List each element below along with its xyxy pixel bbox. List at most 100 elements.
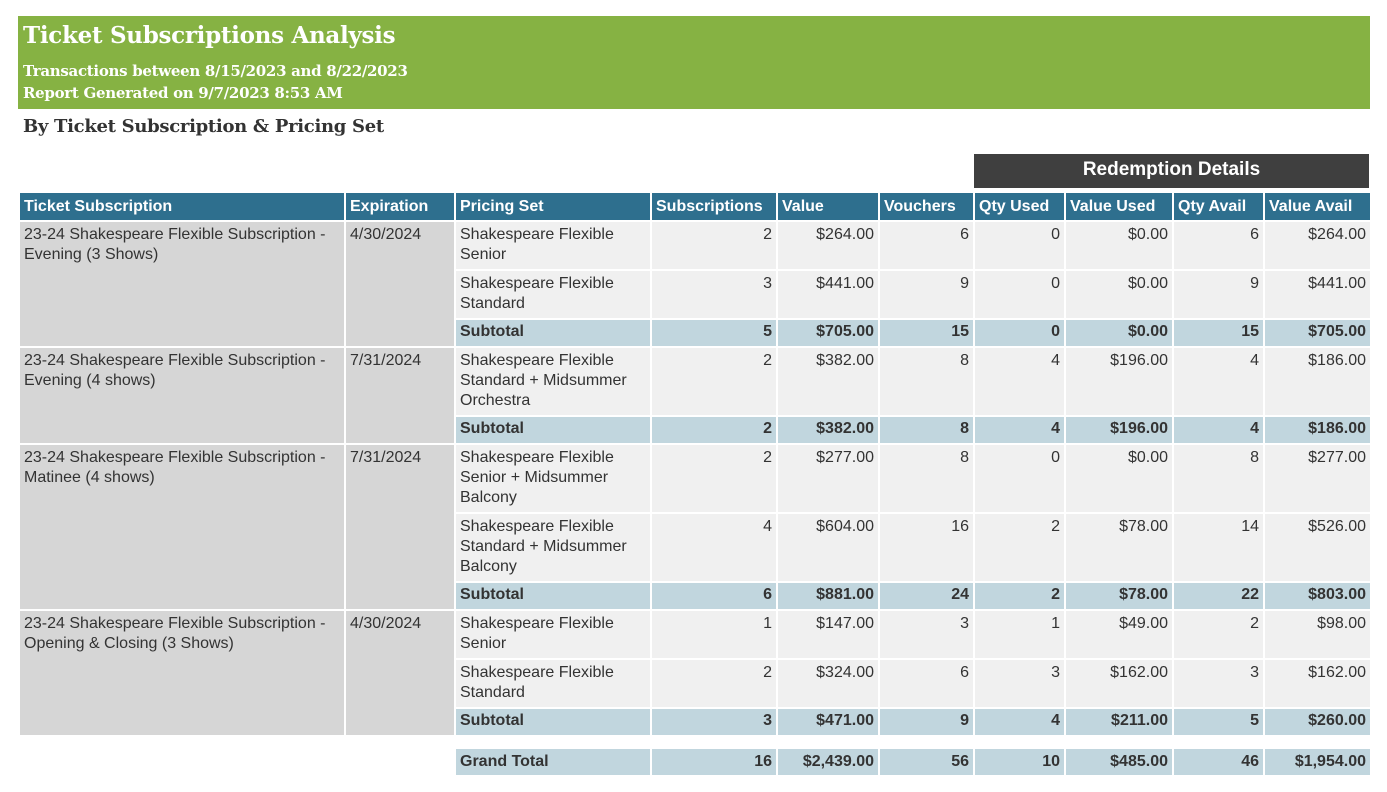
value-used: $49.00: [1064, 609, 1174, 660]
value-used: $162.00: [1064, 658, 1174, 709]
table-row: 23-24 Shakespeare Flexible Subscription …: [18, 443, 1372, 611]
col-value-avail: Value Avail: [1263, 191, 1372, 222]
subtotal-qty-avail: 5: [1172, 707, 1265, 737]
qty-used: 0: [973, 269, 1066, 320]
table-header-row: Ticket Subscription Expiration Pricing S…: [18, 191, 1372, 222]
value-avail: $98.00: [1263, 609, 1372, 660]
table-row: 23-24 Shakespeare Flexible Subscription …: [18, 220, 1372, 348]
value-avail: $277.00: [1263, 443, 1372, 514]
table-row: 23-24 Shakespeare Flexible Subscription …: [18, 346, 1372, 445]
pricing-set: Shakespeare Flexible Senior: [454, 609, 652, 660]
value: $441.00: [776, 269, 880, 320]
value: $277.00: [776, 443, 880, 514]
grand-total-blank: [19, 748, 455, 776]
grand-total-label: Grand Total: [454, 747, 652, 777]
qty-avail: 14: [1172, 512, 1265, 583]
value-avail: $186.00: [1263, 346, 1372, 417]
redemption-details-header: Redemption Details: [974, 154, 1369, 188]
subtotal-row: Subtotal 5 $705.00 15 0 $0.00 15 $705.00: [19, 318, 1372, 348]
report-header-banner: Ticket Subscriptions Analysis Transactio…: [18, 16, 1370, 109]
subtotal-subscriptions: 2: [650, 415, 778, 445]
grand-total-vouchers: 56: [878, 747, 975, 777]
expiration-date: 7/31/2024: [344, 443, 456, 611]
subscriptions-count: 1: [650, 609, 778, 660]
report-title: Ticket Subscriptions Analysis: [23, 22, 396, 49]
subtotal-row: Subtotal 6 $881.00 24 2 $78.00 22 $803.0…: [19, 581, 1372, 611]
value: $382.00: [776, 346, 880, 417]
vouchers: 8: [878, 346, 975, 417]
col-qty-used: Qty Used: [973, 191, 1066, 222]
pricing-set: Shakespeare Flexible Standard: [454, 658, 652, 709]
subtotal-row: Subtotal 2 $382.00 8 4 $196.00 4 $186.00: [19, 415, 1372, 445]
value-used: $196.00: [1064, 346, 1174, 417]
subscriptions-table: Ticket Subscription Expiration Pricing S…: [18, 191, 1372, 777]
subtotal-vouchers: 15: [878, 318, 975, 348]
table-row: Shakespeare Flexible Standard 3 $441.00 …: [19, 269, 1372, 320]
vouchers: 16: [878, 512, 975, 583]
subscription-name: 23-24 Shakespeare Flexible Subscription …: [18, 609, 346, 737]
subtotal-value-avail: $186.00: [1263, 415, 1372, 445]
qty-avail: 3: [1172, 658, 1265, 709]
col-subscriptions: Subscriptions: [650, 191, 778, 222]
grand-total-row: Grand Total 16 $2,439.00 56 10 $485.00 4…: [19, 747, 1372, 777]
pricing-set: Shakespeare Flexible Standard: [454, 269, 652, 320]
value-avail: $264.00: [1263, 220, 1372, 271]
value-avail: $441.00: [1263, 269, 1372, 320]
subtotal-vouchers: 8: [878, 415, 975, 445]
subscriptions-count: 2: [650, 220, 778, 271]
qty-used: 0: [973, 220, 1066, 271]
spacer-row: [19, 736, 1371, 748]
col-qty-avail: Qty Avail: [1172, 191, 1265, 222]
qty-used: 4: [973, 346, 1066, 417]
pricing-set: Shakespeare Flexible Standard + Midsumme…: [454, 346, 652, 417]
grand-total-qty-avail: 46: [1172, 747, 1265, 777]
subtotal-value-used: $211.00: [1064, 707, 1174, 737]
grand-total-value-avail: $1,954.00: [1263, 747, 1372, 777]
col-value: Value: [776, 191, 880, 222]
grand-total-qty-used: 10: [973, 747, 1066, 777]
grand-total-value: $2,439.00: [776, 747, 880, 777]
subtotal-value-avail: $260.00: [1263, 707, 1372, 737]
qty-used: 0: [973, 443, 1066, 514]
pricing-set: Shakespeare Flexible Senior + Midsummer …: [454, 443, 652, 514]
subscription-name: 23-24 Shakespeare Flexible Subscription …: [18, 346, 346, 445]
expiration-date: 4/30/2024: [344, 609, 456, 737]
col-ticket-subscription: Ticket Subscription: [18, 191, 346, 222]
subtotal-label: Subtotal: [454, 415, 652, 445]
table-row: Shakespeare Flexible Standard 2 $324.00 …: [19, 658, 1372, 709]
value: $147.00: [776, 609, 880, 660]
subtotal-subscriptions: 3: [650, 707, 778, 737]
value-avail: $526.00: [1263, 512, 1372, 583]
subtotal-label: Subtotal: [454, 707, 652, 737]
subtotal-value: $881.00: [776, 581, 880, 611]
subtotal-vouchers: 9: [878, 707, 975, 737]
value-used: $0.00: [1064, 220, 1174, 271]
qty-avail: 4: [1172, 346, 1265, 417]
pricing-set: Shakespeare Flexible Standard + Midsumme…: [454, 512, 652, 583]
date-range: Transactions between 8/15/2023 and 8/22/…: [23, 62, 408, 80]
subtotal-qty-used: 4: [973, 707, 1066, 737]
subscription-name: 23-24 Shakespeare Flexible Subscription …: [18, 443, 346, 611]
value-used: $0.00: [1064, 443, 1174, 514]
vouchers: 3: [878, 609, 975, 660]
qty-avail: 2: [1172, 609, 1265, 660]
vouchers: 8: [878, 443, 975, 514]
subtotal-value: $382.00: [776, 415, 880, 445]
subtotal-vouchers: 24: [878, 581, 975, 611]
subtotal-qty-avail: 15: [1172, 318, 1265, 348]
subscriptions-count: 2: [650, 443, 778, 514]
subtotal-value-avail: $705.00: [1263, 318, 1372, 348]
subtotal-label: Subtotal: [454, 318, 652, 348]
pricing-set: Shakespeare Flexible Senior: [454, 220, 652, 271]
qty-used: 3: [973, 658, 1066, 709]
subtotal-qty-used: 4: [973, 415, 1066, 445]
col-value-used: Value Used: [1064, 191, 1174, 222]
subtotal-row: Subtotal 3 $471.00 9 4 $211.00 5 $260.00: [19, 707, 1372, 737]
subtotal-value-used: $196.00: [1064, 415, 1174, 445]
table-row: 23-24 Shakespeare Flexible Subscription …: [18, 609, 1372, 737]
subtotal-qty-used: 2: [973, 581, 1066, 611]
subtotal-subscriptions: 5: [650, 318, 778, 348]
subscriptions-count: 3: [650, 269, 778, 320]
subtotal-qty-used: 0: [973, 318, 1066, 348]
qty-avail: 8: [1172, 443, 1265, 514]
